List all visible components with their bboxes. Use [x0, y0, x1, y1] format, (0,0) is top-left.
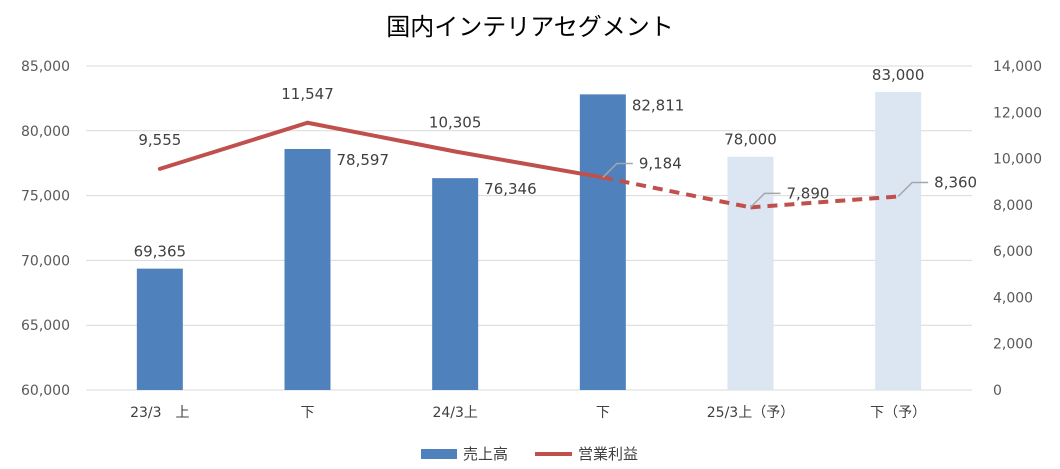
category-labels: 23/3 上 下 24/3上 下 25/3上（予） 下（予） — [130, 405, 926, 421]
line-segment — [305, 120, 458, 154]
right-axis-tick-label: 10,000 — [993, 152, 1042, 168]
bar-data-label: 69,365 — [134, 243, 187, 261]
right-axis-tick-label: 4,000 — [993, 290, 1033, 306]
chart-title: 国内インテリアセグメント — [386, 13, 674, 41]
bar — [875, 91, 922, 391]
left-axis-tick-label: 85,000 — [21, 59, 70, 75]
category-label: 24/3上 — [432, 405, 477, 421]
legend-label-profit: 営業利益 — [578, 445, 638, 463]
line-segment — [453, 149, 605, 180]
bar-data-label: 78,597 — [337, 151, 390, 169]
right-axis-tick-label: 2,000 — [993, 337, 1033, 353]
line-data-label: 11,547 — [281, 85, 334, 103]
line-data-label: 9,184 — [639, 154, 682, 172]
bar-series — [136, 91, 922, 391]
line-segment — [750, 194, 899, 210]
bar-data-label: 76,346 — [484, 180, 536, 198]
right-axis-tick-label: 0 — [993, 383, 1002, 399]
line-data-label: 7,890 — [787, 184, 830, 202]
line-series — [157, 120, 899, 210]
line-segment — [602, 175, 751, 210]
bar — [579, 94, 626, 390]
category-label: 下 — [301, 405, 315, 421]
legend-swatch-sales — [421, 449, 457, 459]
legend: 売上高 営業利益 — [421, 445, 638, 463]
bar — [727, 156, 774, 390]
bar — [136, 268, 183, 390]
bar — [432, 178, 479, 390]
left-axis-tick-label: 75,000 — [21, 189, 70, 205]
category-label: 23/3 上 — [130, 405, 189, 421]
category-label: 25/3上（予） — [707, 405, 794, 421]
leader-line — [897, 181, 929, 198]
bar-data-labels: 69,365 78,597 76,346 82,811 78,000 83,000 — [134, 66, 925, 261]
leader-line — [749, 192, 781, 208]
gridlines — [86, 65, 972, 391]
right-axis-tick-label: 8,000 — [993, 198, 1033, 214]
right-axis-tick-label: 14,000 — [993, 59, 1042, 75]
line-data-labels: 9,555 11,547 10,305 9,184 7,890 8,360 — [138, 85, 977, 208]
line-data-label: 10,305 — [429, 114, 482, 132]
bar-data-label: 83,000 — [872, 66, 925, 84]
right-axis-tick-label: 12,000 — [993, 105, 1042, 121]
leader-line — [602, 162, 633, 178]
line-data-label: 9,555 — [138, 131, 181, 149]
category-label: 下（予） — [870, 405, 926, 421]
left-axis-tick-label: 80,000 — [21, 124, 70, 140]
left-axis-tick-label: 60,000 — [21, 383, 70, 399]
bar — [284, 148, 331, 390]
left-axis-tick-label: 70,000 — [21, 253, 70, 269]
left-axis-ticks: 60,000 65,000 70,000 75,000 80,000 85,000 — [21, 59, 70, 399]
line-data-label: 8,360 — [934, 174, 977, 192]
bar-data-label: 78,000 — [724, 131, 777, 149]
left-axis-tick-label: 65,000 — [21, 318, 70, 334]
bar-data-label: 82,811 — [632, 96, 685, 114]
category-label: 下 — [596, 405, 610, 421]
right-axis-tick-label: 6,000 — [993, 244, 1033, 260]
legend-label-sales: 売上高 — [463, 445, 508, 463]
right-axis-ticks: 0 2,000 4,000 6,000 8,000 10,000 12,000 14,000 — [993, 59, 1042, 399]
line-segment — [157, 120, 310, 171]
